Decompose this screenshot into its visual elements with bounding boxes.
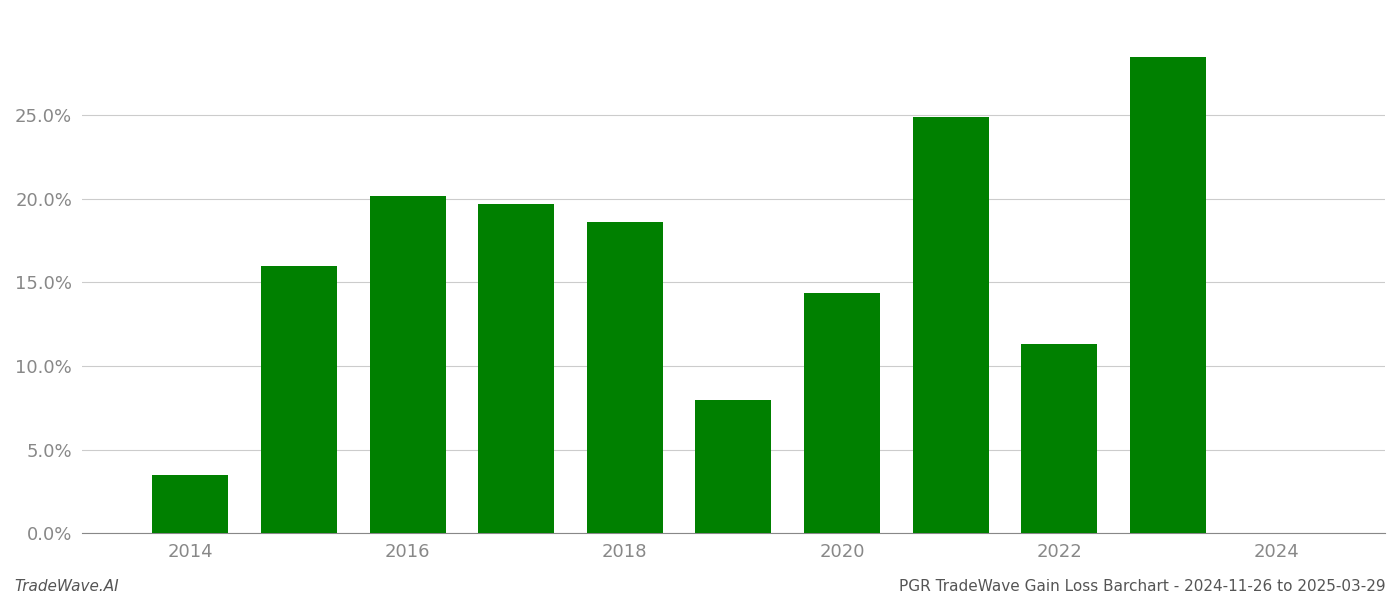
Bar [696, 400, 771, 533]
Bar [153, 475, 228, 533]
Bar [804, 293, 881, 533]
Bar [1021, 344, 1098, 533]
Bar [479, 204, 554, 533]
Bar [1130, 57, 1205, 533]
Text: PGR TradeWave Gain Loss Barchart - 2024-11-26 to 2025-03-29: PGR TradeWave Gain Loss Barchart - 2024-… [899, 579, 1386, 594]
Text: TradeWave.AI: TradeWave.AI [14, 579, 119, 594]
Bar [587, 223, 662, 533]
Bar [260, 266, 337, 533]
Bar [913, 117, 988, 533]
Bar [370, 196, 445, 533]
